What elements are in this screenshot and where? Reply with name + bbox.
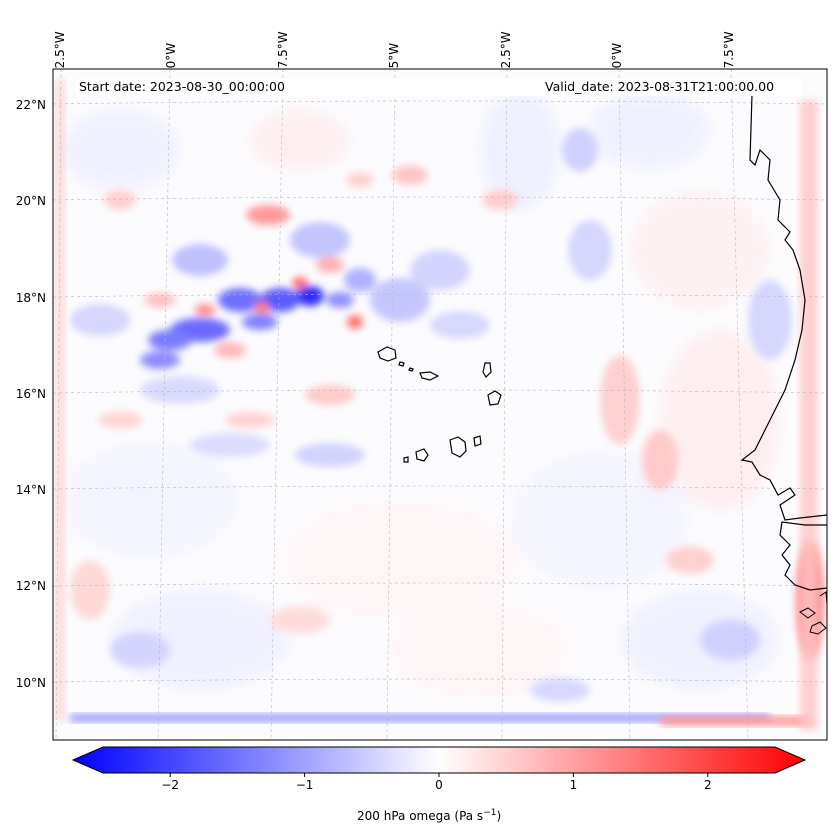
cabo-verde-islands	[377, 346, 502, 463]
map-gridlines	[53, 69, 827, 740]
colorbar-tick-label: 0	[435, 778, 443, 792]
southern-boundary-band-blue	[70, 714, 770, 722]
lat-label-16n: 16°N	[15, 387, 46, 401]
map-frame	[52, 68, 828, 741]
lat-label-14n: 14°N	[15, 483, 46, 497]
colorbar-ticks	[169, 773, 709, 777]
start-date-label: Start date: 2023-08-30_00:00:00	[76, 78, 288, 95]
colorbar-body	[71, 746, 807, 774]
colorbar-title: 200 hPa omega (Pa s−1)	[357, 808, 502, 823]
colorbar-tick-label: −2	[161, 778, 180, 792]
lat-label-18n: 18°N	[15, 291, 46, 305]
eastern-boundary-band	[800, 100, 818, 730]
lat-label-12n: 12°N	[15, 579, 46, 593]
valid-date-label: Valid_date: 2023-08-31T21:00:00.00	[542, 78, 778, 95]
southern-boundary-band-red	[660, 716, 810, 726]
colorbar-tick-label: −1	[295, 778, 314, 792]
africa-coastline-south	[779, 521, 827, 591]
lat-label-20n: 20°N	[15, 194, 46, 208]
africa-coastline	[740, 94, 827, 521]
omega-field-background	[60, 90, 780, 700]
lat-label-22n: 22°N	[15, 98, 46, 112]
western-boundary-band	[55, 80, 65, 720]
colorbar-tick-label: 1	[569, 778, 578, 792]
lat-label-10n: 10°N	[15, 676, 46, 690]
colorbar	[71, 746, 807, 777]
colorbar-tick-label: 2	[703, 778, 712, 792]
